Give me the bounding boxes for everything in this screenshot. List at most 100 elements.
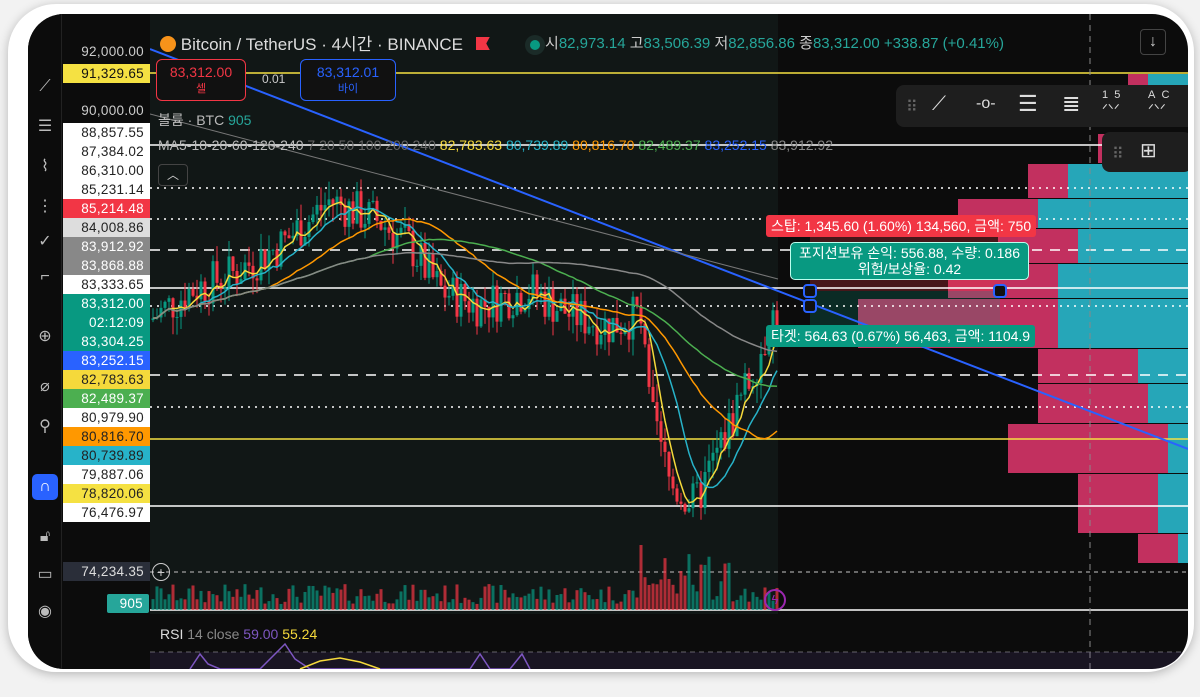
text-tool-icon[interactable]: ⌐ <box>40 268 50 285</box>
stop-loss-label[interactable]: 스탑: 1,345.60 (1.60%) 134,560, 금액: 750 <box>766 215 1037 237</box>
eye-icon[interactable]: ◉ <box>38 603 52 620</box>
ruler-icon[interactable]: ⌀ <box>40 378 50 395</box>
candle-body <box>667 451 671 477</box>
symbol-title[interactable]: Bitcoin / TetherUS · 4시간 · BINANCE <box>160 30 541 55</box>
bitcoin-logo-icon <box>160 36 176 52</box>
abc-pattern-icon[interactable]: A C ᐟᐠᐟ <box>1148 89 1170 117</box>
volume-bar <box>683 575 687 610</box>
candle-body <box>723 432 727 449</box>
spread-value: 0.01 <box>262 72 286 86</box>
candle-body <box>623 331 627 334</box>
candle-body <box>503 293 507 295</box>
volume-bar <box>179 598 183 610</box>
volume-bar <box>455 584 459 610</box>
candle-body <box>707 460 711 472</box>
brush-tool-icon[interactable]: ✓ <box>38 233 52 250</box>
candle-body <box>759 353 763 383</box>
volume-bar <box>591 599 595 610</box>
projection-tool-icon[interactable]: ⋮ <box>37 198 53 215</box>
candle-body <box>395 233 399 249</box>
volume-bar <box>315 590 319 610</box>
candle-body <box>463 283 467 302</box>
horizontal-ray-icon[interactable]: -o- <box>976 95 996 112</box>
sell-button[interactable]: 83,312.00 셀 <box>156 59 246 101</box>
add-widget-icon[interactable]: ⊞ <box>1140 140 1157 162</box>
flag-icon[interactable] <box>475 37 490 50</box>
magnet-icon[interactable]: ∩ <box>32 474 58 500</box>
volume-bar <box>235 589 239 610</box>
candle-body <box>339 196 343 206</box>
volume-bar <box>263 603 267 610</box>
position-pnl-label[interactable]: 포지션보유 손익: 556.88, 수량: 0.186 위험/보상율: 0.42 <box>790 242 1030 280</box>
drag-handle-icon[interactable]: ⠿ <box>906 99 918 116</box>
drag-handle-icon[interactable]: ⠿ <box>1112 146 1124 163</box>
fib-retracement-icon[interactable]: ≣ <box>1062 91 1081 116</box>
trend-line-icon[interactable]: ⟋ <box>932 93 946 115</box>
volume-bar <box>663 558 667 610</box>
zoom-icon[interactable]: ⚲ <box>39 418 51 435</box>
candle-body <box>695 482 699 484</box>
candle-body <box>443 285 447 298</box>
volume-bar <box>735 599 739 610</box>
device-frame: ⟋ ☰ ⌇ ⋮ ✓ ⌐ ⊕ ⌀ ⚲ ∩ 🔓︎ ▭ ◉ 92,000.00 91,3… <box>8 4 1194 672</box>
volume-bar <box>451 599 455 610</box>
rsi-legend[interactable]: RSI 14 close 59.00 55.24 <box>160 626 318 642</box>
hide-icon[interactable]: ▭ <box>37 566 53 583</box>
candle-body <box>347 201 351 227</box>
buy-button[interactable]: 83,312.01 바이 <box>300 59 396 101</box>
volume-profile-bar <box>1178 534 1188 563</box>
volume-bar <box>211 594 215 610</box>
price-axis-label: 74,234.35 <box>63 562 150 581</box>
candle-body <box>303 236 307 246</box>
candle-body <box>427 253 431 278</box>
ma-legend[interactable]: MA5-10-20-60-120-240 7 20 50 100 200 240… <box>158 137 834 153</box>
price-axis[interactable]: 92,000.00 91,329.65 90,000.00 88,857.55 87,3… <box>62 14 150 669</box>
volume-bar <box>191 585 195 610</box>
fib-tool-icon[interactable]: ☰ <box>37 118 53 135</box>
pattern-tool-icon[interactable]: ⌇ <box>41 158 49 175</box>
lock-icon[interactable]: 🔓︎ <box>39 528 51 545</box>
volume-legend[interactable]: 볼륨 · BTC 905 <box>158 112 252 128</box>
volume-bar <box>403 585 407 610</box>
drawing-toolbar: ⠿ ⟋ -o- ☰ ≣ 1 5 ᐟᐠᐟ A C ᐟᐠᐟ <box>896 85 1188 127</box>
price-axis-label: 02:12:09 <box>63 313 150 332</box>
candle-body <box>531 274 535 299</box>
volume-bar <box>691 584 695 610</box>
candle-body <box>675 488 679 502</box>
candle-body <box>679 501 683 504</box>
lightning-icon[interactable]: ϟ <box>764 589 786 611</box>
volume-bar <box>239 596 243 610</box>
candle-body <box>319 204 323 211</box>
volume-bar <box>679 570 683 610</box>
volume-profile-bar <box>1038 384 1148 423</box>
price-axis-label: 91,329.65 <box>63 64 150 83</box>
chart-pane[interactable]: Bitcoin / TetherUS · 4시간 · BINANCE 시82,9… <box>150 14 1188 669</box>
price-axis-label: 92,000.00 <box>81 44 144 59</box>
volume-bar <box>371 600 375 610</box>
add-icon[interactable]: ⊕ <box>38 328 52 345</box>
scroll-down-button[interactable]: ↓ <box>1140 29 1166 55</box>
elliott-wave-15-icon[interactable]: 1 5 ᐟᐠᐟ <box>1102 89 1121 117</box>
candle-body <box>687 508 691 512</box>
volume-bar <box>619 601 623 610</box>
volume-bar <box>659 579 663 610</box>
take-profit-label[interactable]: 타겟: 564.63 (0.67%) 56,463, 금액: 1104.9 <box>766 325 1036 347</box>
volume-bar <box>551 602 555 610</box>
candle-body <box>407 224 411 231</box>
parallel-channel-icon[interactable]: ☰ <box>1018 91 1038 116</box>
collapse-legend-button[interactable]: ︿ <box>158 164 188 186</box>
volume-bar <box>279 603 283 610</box>
volume-bar <box>215 595 219 610</box>
candle-body <box>351 201 355 224</box>
add-alert-button[interactable]: + <box>152 563 170 581</box>
volume-bar <box>739 595 743 610</box>
volume-bar <box>687 554 691 610</box>
candle-body <box>335 196 339 205</box>
candle-body <box>331 199 335 205</box>
candle-body <box>739 394 743 396</box>
volume-bar <box>259 587 263 610</box>
volume-bar <box>523 595 527 610</box>
trend-line-tool-icon[interactable]: ⟋ <box>39 78 51 95</box>
volume-bar <box>579 588 583 610</box>
volume-bar <box>567 602 571 610</box>
